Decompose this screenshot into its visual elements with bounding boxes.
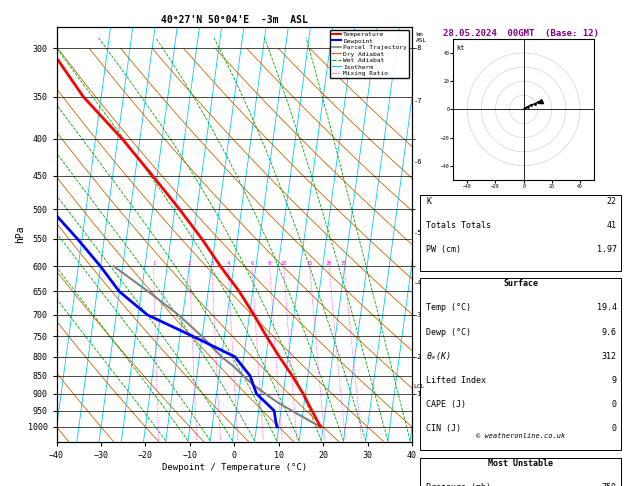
Text: -2: -2 xyxy=(414,354,422,360)
Text: -8: -8 xyxy=(414,45,422,52)
Text: 3: 3 xyxy=(210,261,213,266)
Text: 20: 20 xyxy=(326,261,332,266)
Text: -7: -7 xyxy=(414,98,422,104)
Text: 15: 15 xyxy=(306,261,313,266)
Text: 0: 0 xyxy=(611,424,616,433)
Text: 312: 312 xyxy=(601,352,616,361)
Text: Lifted Index: Lifted Index xyxy=(426,376,486,385)
Text: 22: 22 xyxy=(606,197,616,206)
Text: Totals Totals: Totals Totals xyxy=(426,221,491,230)
Text: 41: 41 xyxy=(606,221,616,230)
Text: Temp (°C): Temp (°C) xyxy=(426,303,472,312)
Text: 2: 2 xyxy=(188,261,191,266)
Y-axis label: hPa: hPa xyxy=(15,226,25,243)
X-axis label: Dewpoint / Temperature (°C): Dewpoint / Temperature (°C) xyxy=(162,463,307,472)
Text: 4: 4 xyxy=(226,261,230,266)
Text: CIN (J): CIN (J) xyxy=(426,424,462,433)
Text: 9.6: 9.6 xyxy=(601,328,616,337)
Text: 19.4: 19.4 xyxy=(596,303,616,312)
Text: -4: -4 xyxy=(414,279,422,286)
Text: 25: 25 xyxy=(341,261,347,266)
Text: Dewp (°C): Dewp (°C) xyxy=(426,328,472,337)
Text: -5: -5 xyxy=(414,230,422,236)
Text: 8: 8 xyxy=(268,261,271,266)
Text: -6: -6 xyxy=(414,158,422,165)
Text: Most Unstable: Most Unstable xyxy=(488,459,553,468)
Text: kt: kt xyxy=(456,45,464,51)
Text: Pressure (mb): Pressure (mb) xyxy=(426,483,491,486)
Text: CAPE (J): CAPE (J) xyxy=(426,400,467,409)
Bar xyxy=(420,458,621,486)
Text: PW (cm): PW (cm) xyxy=(426,245,462,254)
Text: 1: 1 xyxy=(152,261,155,266)
Text: 6: 6 xyxy=(250,261,253,266)
Title: 40°27'N 50°04'E  -3m  ASL: 40°27'N 50°04'E -3m ASL xyxy=(161,15,308,25)
Text: -3: -3 xyxy=(414,312,422,318)
Text: Surface: Surface xyxy=(503,279,538,288)
Text: © weatheronline.co.uk: © weatheronline.co.uk xyxy=(476,433,565,439)
Text: -1: -1 xyxy=(414,391,422,397)
Text: K: K xyxy=(426,197,431,206)
Bar xyxy=(420,278,621,450)
Text: θₑ(K): θₑ(K) xyxy=(426,352,452,361)
Text: LCL: LCL xyxy=(414,383,425,388)
Bar xyxy=(420,195,621,271)
Text: km
ASL: km ASL xyxy=(416,32,427,43)
Text: 9: 9 xyxy=(611,376,616,385)
Text: 10: 10 xyxy=(281,261,287,266)
Text: 0: 0 xyxy=(611,400,616,409)
Text: 28.05.2024  00GMT  (Base: 12): 28.05.2024 00GMT (Base: 12) xyxy=(443,29,598,38)
Legend: Temperature, Dewpoint, Parcel Trajectory, Dry Adiabat, Wet Adiabat, Isotherm, Mi: Temperature, Dewpoint, Parcel Trajectory… xyxy=(330,30,409,78)
Text: 750: 750 xyxy=(601,483,616,486)
Text: 1.97: 1.97 xyxy=(596,245,616,254)
